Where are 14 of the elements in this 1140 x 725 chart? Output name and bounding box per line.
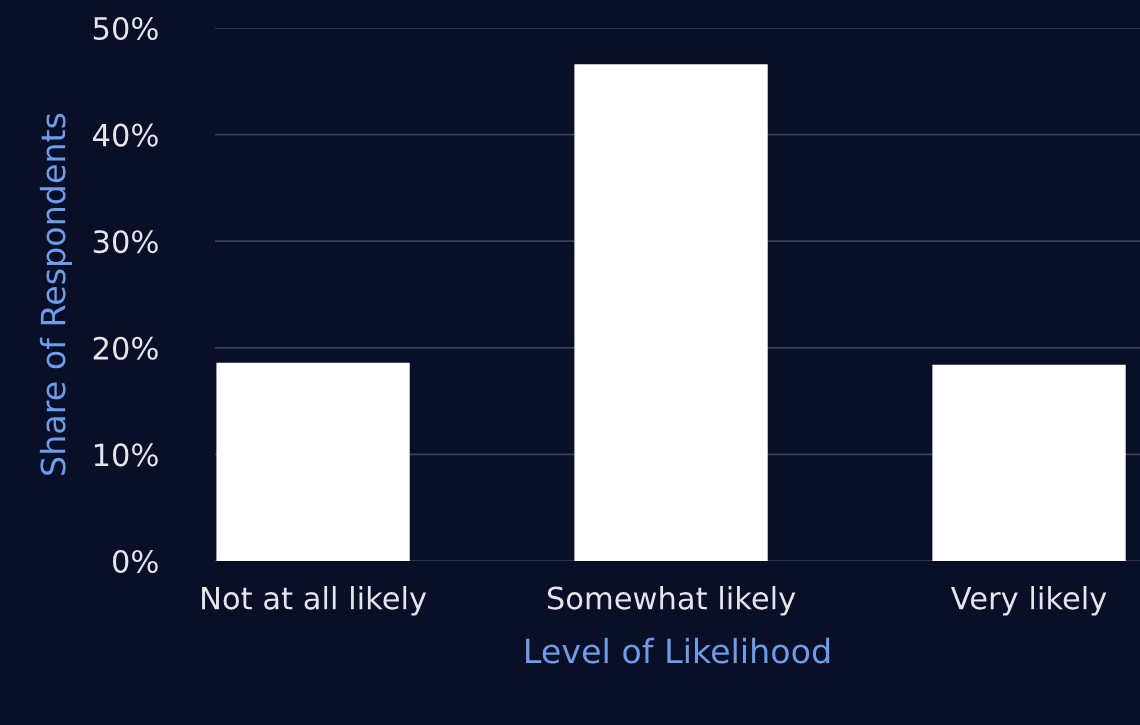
x-tick-label: Not at all likely <box>202 586 427 616</box>
y-tick-label: 10% <box>94 443 158 467</box>
y-tick-label: 0% <box>112 549 158 574</box>
bar <box>574 64 768 561</box>
x-tick-label: Very likely <box>950 586 1107 616</box>
bar <box>216 362 410 561</box>
x-axis-title: Level of Likelihood <box>526 637 830 664</box>
y-tick-label: 50% <box>93 16 158 41</box>
y-tick-label: 20% <box>93 336 158 360</box>
y-tick-label: 40% <box>93 123 158 147</box>
y-tick-label: 30% <box>93 230 158 254</box>
bar <box>932 364 1126 561</box>
x-tick-label: Somewhat likely <box>547 586 796 616</box>
y-axis-title: Share of Respondents <box>39 113 73 475</box>
